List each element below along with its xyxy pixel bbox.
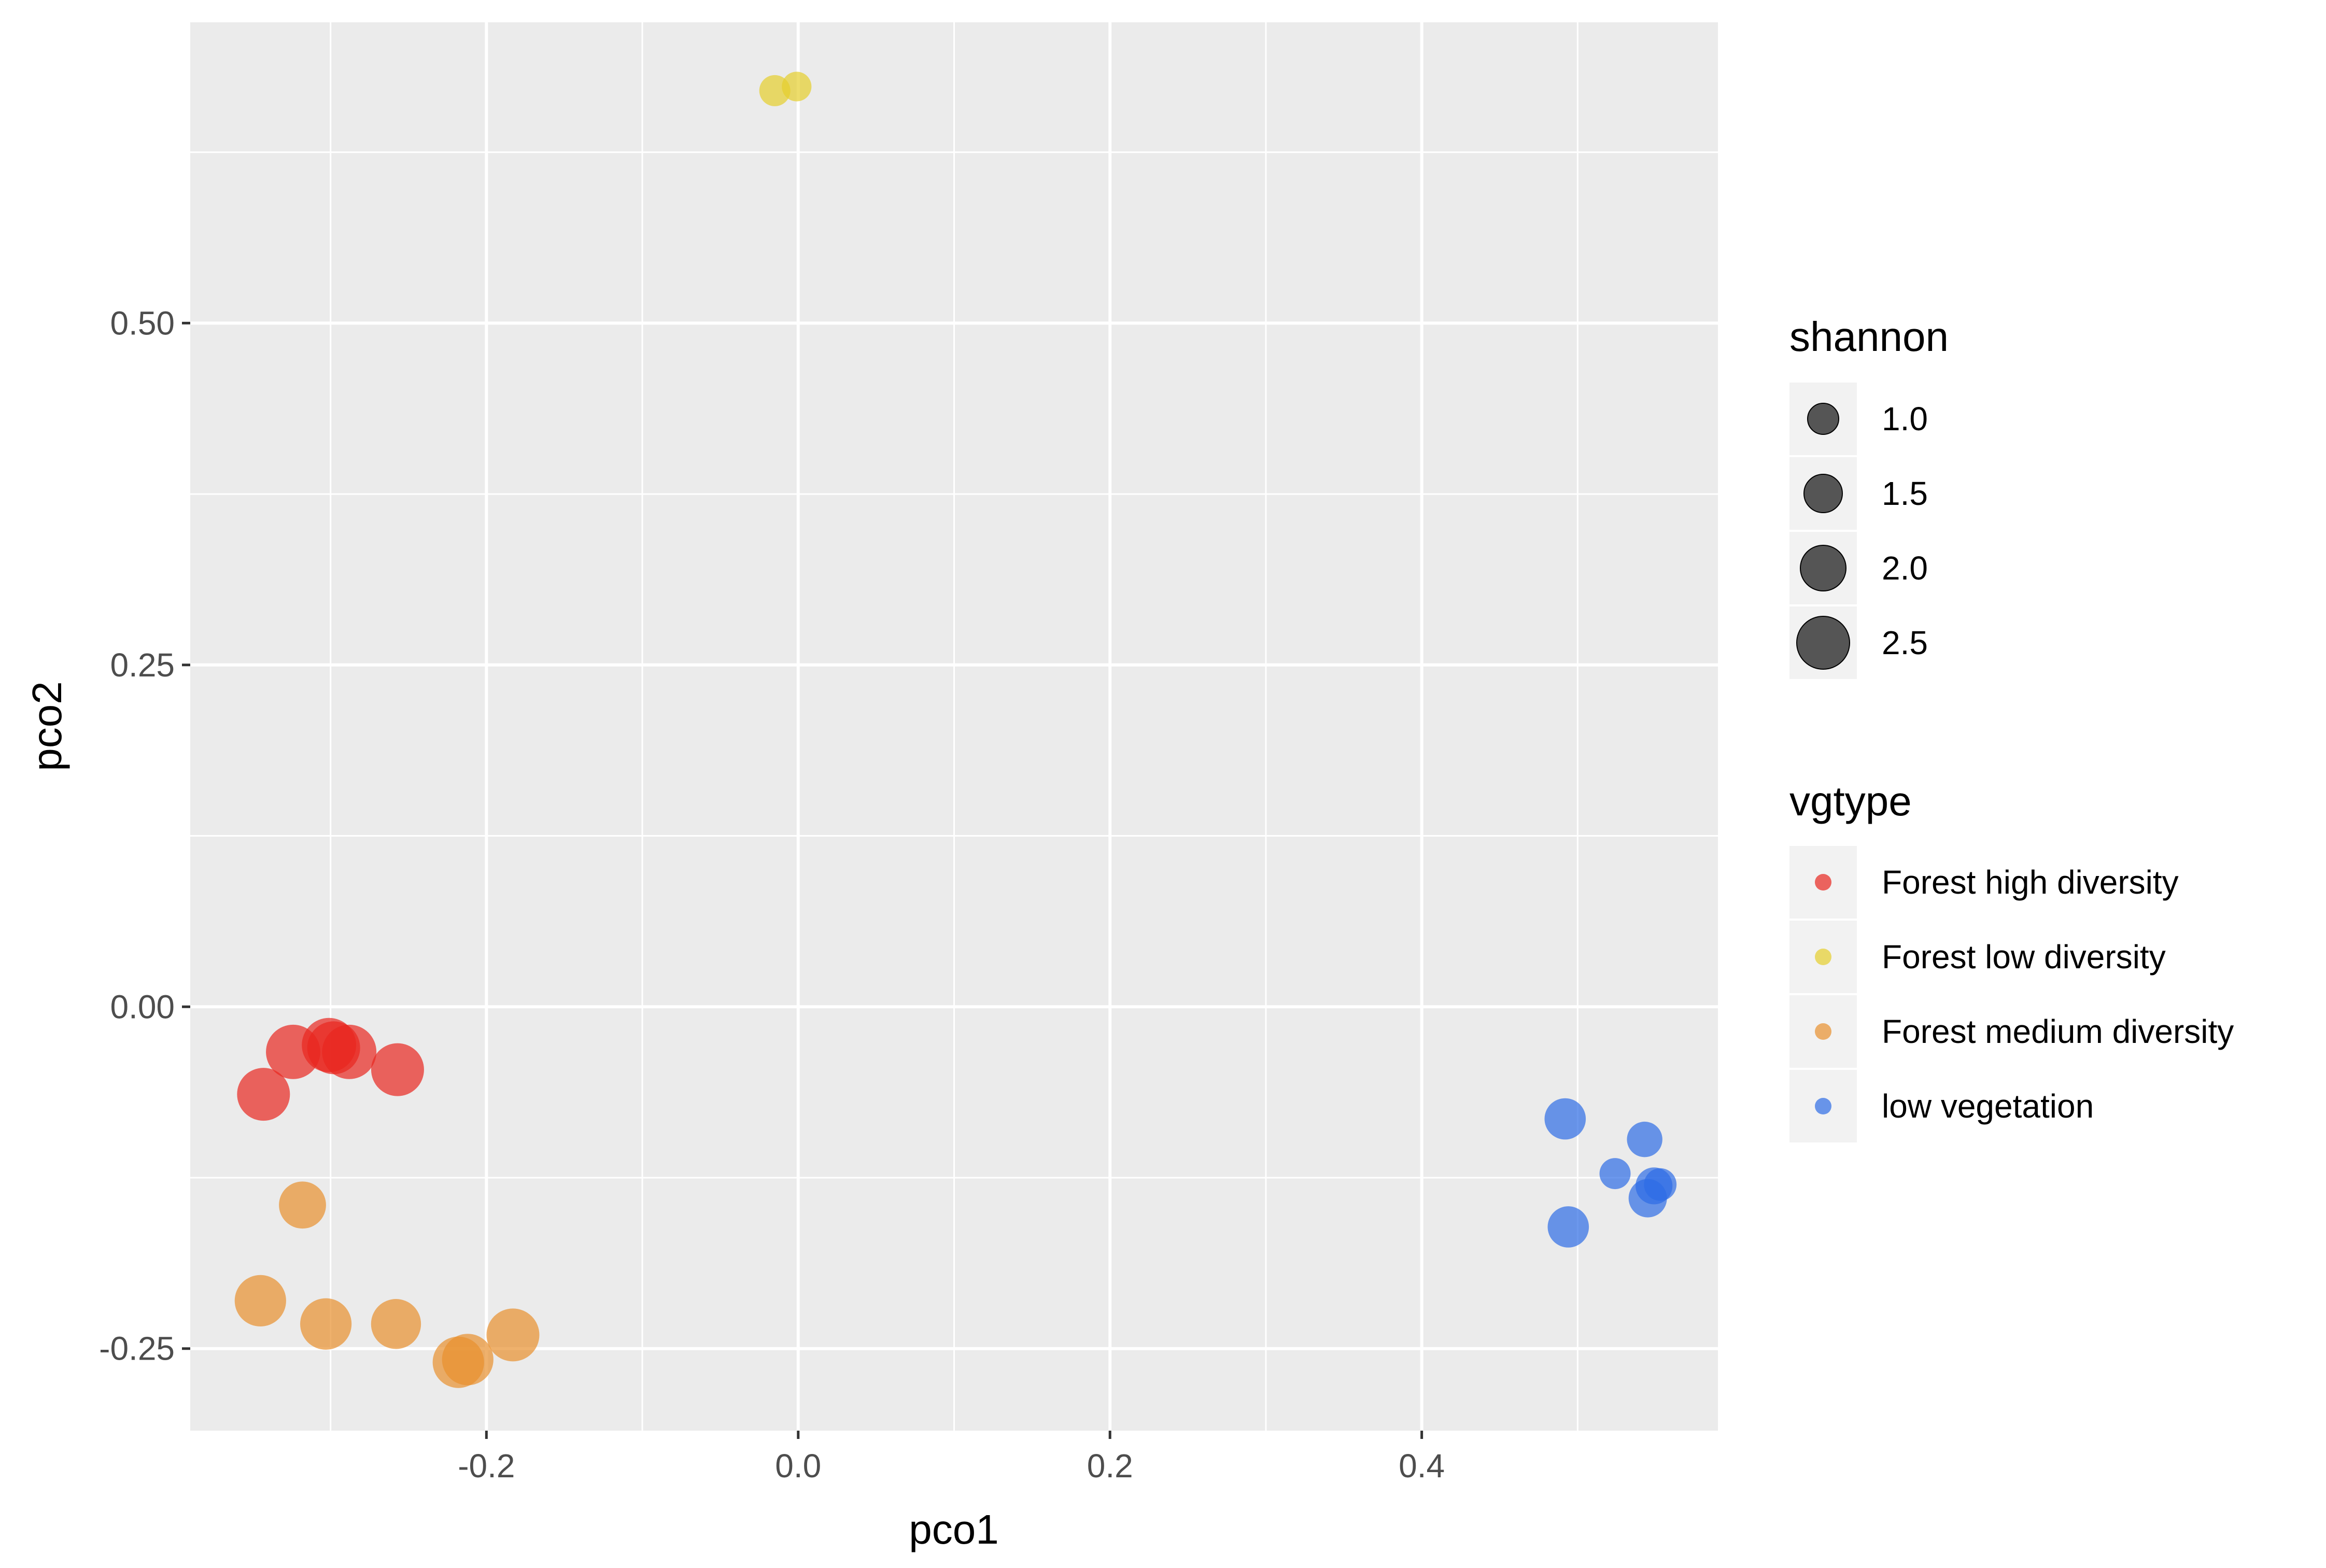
y-tick-label: 0.00 bbox=[110, 988, 175, 1025]
data-point bbox=[442, 1334, 494, 1386]
color-legend-label: low vegetation bbox=[1882, 1087, 2094, 1125]
color-legend-key bbox=[1815, 1098, 1831, 1114]
y-tick-label: 0.25 bbox=[110, 646, 175, 684]
y-axis-title: pco2 bbox=[24, 681, 70, 771]
data-point bbox=[279, 1181, 326, 1229]
color-legend-key bbox=[1815, 949, 1831, 965]
color-legend-key bbox=[1815, 1023, 1831, 1040]
data-point bbox=[322, 1024, 377, 1079]
x-tick-label: -0.2 bbox=[458, 1447, 515, 1485]
size-legend-key bbox=[1803, 474, 1843, 513]
size-legend-key bbox=[1796, 616, 1850, 670]
color-legend-label: Forest high diversity bbox=[1882, 864, 2179, 901]
size-legend-label: 2.5 bbox=[1882, 624, 1928, 661]
color-legend-title: vgtype bbox=[1789, 778, 1912, 824]
color-legend: vgtype Forest high diversity Forest low d… bbox=[1789, 778, 2234, 1142]
size-legend: shannon 1.0 1.5 2.0 2.5 bbox=[1789, 314, 1949, 679]
data-point bbox=[1644, 1168, 1677, 1201]
size-legend-key bbox=[1807, 403, 1839, 435]
x-tick-label: 0.2 bbox=[1087, 1447, 1133, 1485]
color-legend-key bbox=[1815, 874, 1831, 891]
x-axis-title: pco1 bbox=[909, 1506, 998, 1552]
data-point bbox=[371, 1299, 421, 1349]
data-point bbox=[1547, 1206, 1589, 1248]
data-point bbox=[1599, 1158, 1631, 1190]
color-legend-label: Forest medium diversity bbox=[1882, 1013, 2234, 1050]
size-legend-label: 2.0 bbox=[1882, 549, 1928, 587]
size-legend-label: 1.5 bbox=[1882, 475, 1928, 512]
data-point bbox=[1627, 1121, 1662, 1157]
data-point bbox=[237, 1068, 290, 1121]
x-axis: -0.2 0.0 0.2 0.4 bbox=[458, 1431, 1445, 1485]
y-tick-label: 0.50 bbox=[110, 304, 175, 342]
data-point bbox=[300, 1298, 352, 1350]
y-tick-label: -0.25 bbox=[99, 1330, 175, 1367]
color-legend-label: Forest low diversity bbox=[1882, 938, 2166, 976]
x-tick-label: 0.0 bbox=[775, 1447, 821, 1485]
grid-major bbox=[190, 22, 1718, 1431]
grid-minor bbox=[190, 22, 1718, 1431]
size-legend-label: 1.0 bbox=[1882, 400, 1928, 437]
data-point bbox=[371, 1043, 424, 1096]
data-point bbox=[234, 1275, 286, 1327]
size-legend-title: shannon bbox=[1789, 314, 1949, 360]
size-legend-key bbox=[1800, 545, 1846, 591]
data-point bbox=[486, 1308, 540, 1362]
data-point bbox=[1544, 1098, 1586, 1140]
y-axis: -0.25 0.00 0.25 0.50 bbox=[99, 304, 190, 1367]
x-tick-label: 0.4 bbox=[1399, 1447, 1445, 1485]
data-point bbox=[782, 72, 812, 102]
data-points bbox=[234, 72, 1677, 1388]
